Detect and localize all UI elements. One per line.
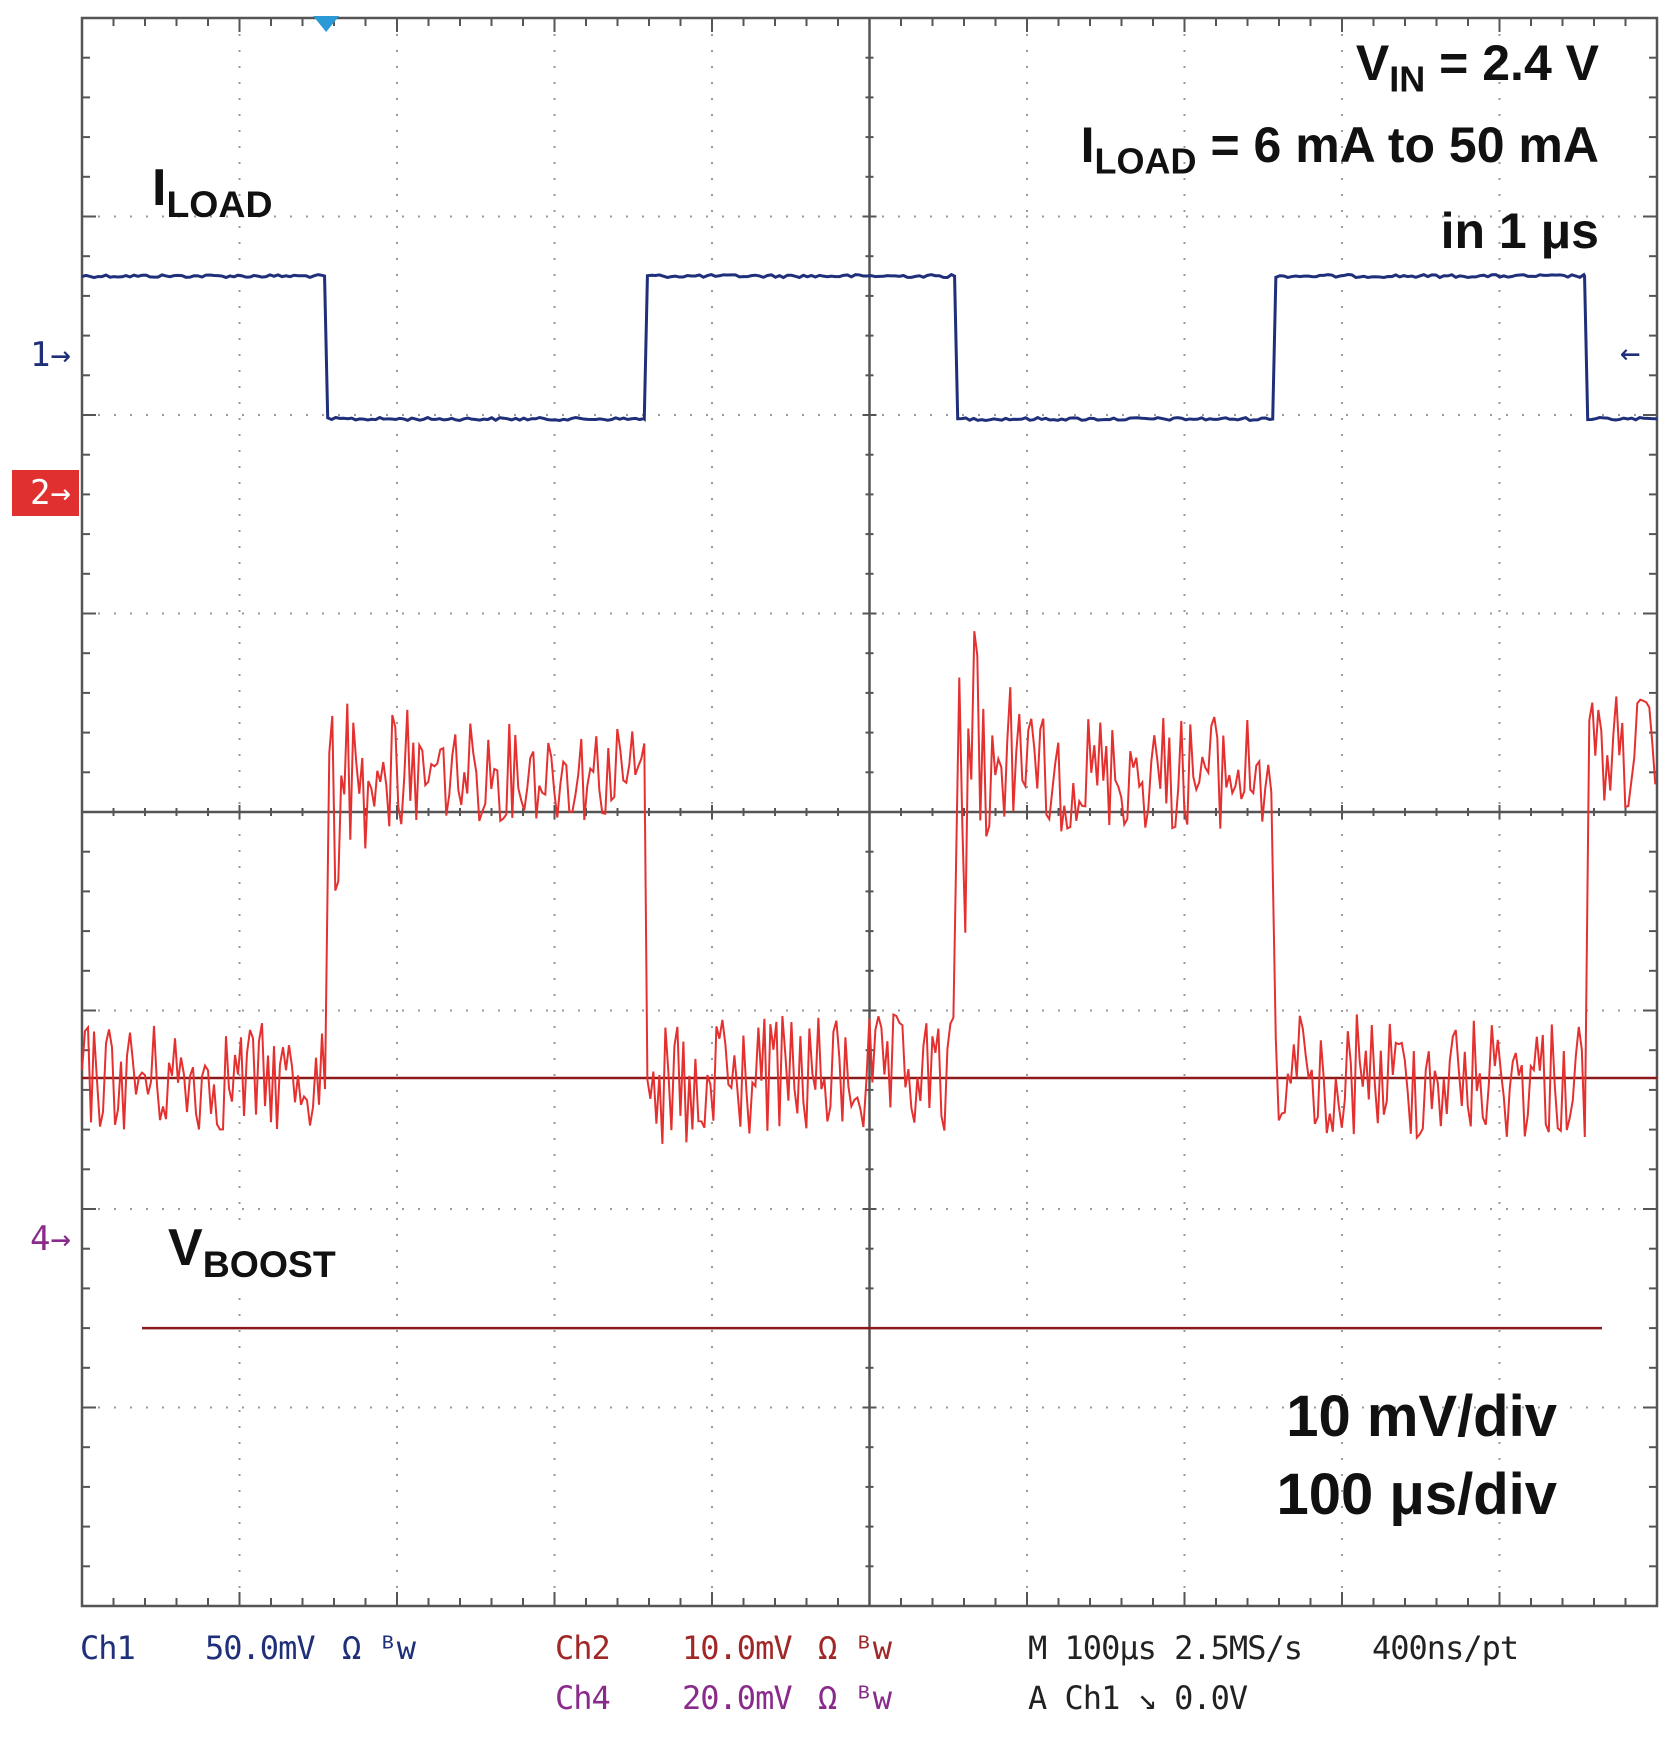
ch2-label: Ch2 bbox=[555, 1629, 611, 1667]
ch1-coupling-icons: Ω ᴮw bbox=[342, 1629, 416, 1667]
ch2-coupling-icons: Ω ᴮw bbox=[818, 1629, 892, 1667]
vertical-scale-label: 10 mV/div bbox=[1286, 1384, 1557, 1449]
ch1-ground-marker[interactable]: 1→ bbox=[30, 335, 71, 375]
reference-lines bbox=[82, 1076, 1657, 1330]
ch1-label: Ch1 bbox=[80, 1629, 136, 1667]
vboost-trace-label: VBOOST bbox=[142, 1222, 350, 1292]
ch2-scale: 10.0mV bbox=[682, 1629, 793, 1667]
rise-time-condition: in 1 μs bbox=[1440, 203, 1599, 259]
iload-trace bbox=[81, 272, 1658, 423]
iload-trace-label: ILOAD bbox=[152, 159, 273, 225]
vboost-trace bbox=[81, 631, 1657, 1144]
ch4-ground-marker[interactable]: 4→ bbox=[30, 1219, 71, 1259]
time-scale-label: 100 μs/div bbox=[1276, 1462, 1557, 1527]
ch1-scale: 50.0mV bbox=[205, 1629, 316, 1667]
trigger-level-arrow[interactable]: ← bbox=[1620, 333, 1641, 373]
traces bbox=[81, 272, 1658, 1144]
trigger-position-marker bbox=[313, 16, 340, 32]
ch4-scale: 20.0mV bbox=[682, 1679, 793, 1717]
ch4-coupling-icons: Ω ᴮw bbox=[818, 1679, 892, 1717]
timebase-readout: M 100μs 2.5MS/s bbox=[1028, 1629, 1303, 1667]
graticule bbox=[80, 16, 1659, 1608]
ch4-label: Ch4 bbox=[555, 1679, 611, 1717]
iload-condition: ILOAD = 6 mA to 50 mA bbox=[1080, 117, 1599, 182]
resolution-readout: 400ns/pt bbox=[1372, 1629, 1519, 1667]
vin-condition: VIN = 2.4 V bbox=[1355, 35, 1599, 100]
ch2-ground-marker[interactable]: 2→ bbox=[12, 470, 79, 516]
channel-markers bbox=[313, 16, 340, 32]
trigger-readout: A Ch1 ↘ 0.0V bbox=[1028, 1679, 1248, 1717]
